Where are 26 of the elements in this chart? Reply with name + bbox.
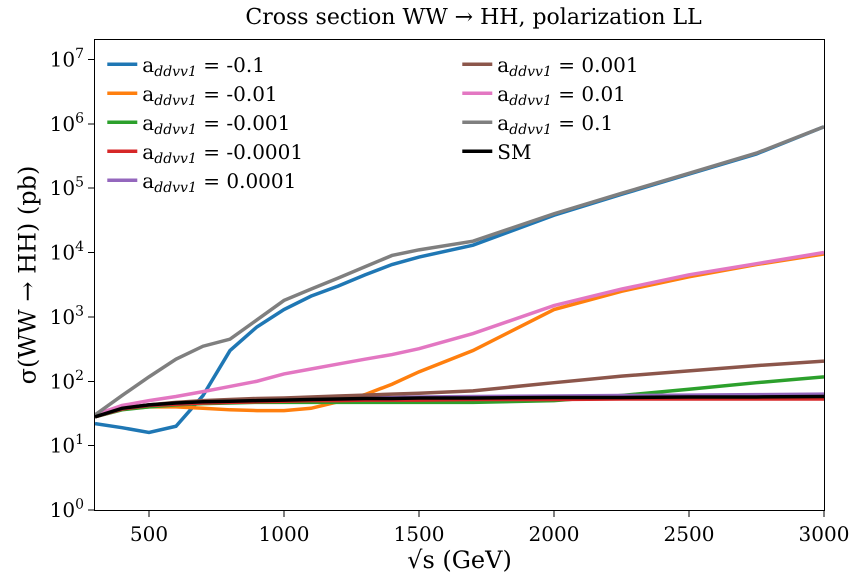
x-tick-label: 2000 — [528, 522, 580, 546]
legend-label: a$_{ddvv1}$ = 0.0001 — [142, 169, 296, 196]
y-tick-label: 10$^{3}$ — [50, 303, 84, 329]
chart-title: Cross section WW → HH, polarization LL — [245, 5, 702, 30]
legend-label: a$_{ddvv1}$ = -0.1 — [142, 53, 265, 80]
x-tick-label: 2500 — [664, 522, 714, 546]
y-tick-label: 10$^{0}$ — [50, 496, 84, 522]
legend-label: a$_{ddvv1}$ = 0.01 — [497, 82, 626, 110]
y-tick-label: 10$^{2}$ — [50, 368, 84, 394]
legend-label: a$_{ddvv1}$ = 0.001 — [497, 53, 639, 80]
x-axis-title: √s (GeV) — [407, 546, 512, 574]
legend-label: a$_{ddvv1}$ = 0.1 — [497, 111, 614, 138]
y-tick-label: 10$^{6}$ — [50, 110, 84, 136]
y-tick-label: 10$^{1}$ — [50, 432, 84, 458]
y-tick-label: 10$^{5}$ — [50, 174, 84, 200]
legend-label: a$_{ddvv1}$ = -0.01 — [142, 82, 278, 110]
legend-label: a$_{ddvv1}$ = -0.001 — [142, 111, 290, 138]
y-tick-label: 10$^{4}$ — [50, 239, 84, 264]
x-tick-label: 500 — [130, 522, 168, 546]
x-tick-label: 3000 — [798, 522, 850, 546]
x-tick-label: 1000 — [258, 522, 310, 546]
legend-label: SM — [497, 140, 532, 164]
x-tick-label: 1500 — [394, 522, 444, 546]
y-axis-title: σ(WW → HH) (pb) — [14, 166, 42, 384]
y-tick-label: 10$^{7}$ — [50, 46, 84, 72]
legend-label: a$_{ddvv1}$ = -0.0001 — [142, 140, 304, 168]
